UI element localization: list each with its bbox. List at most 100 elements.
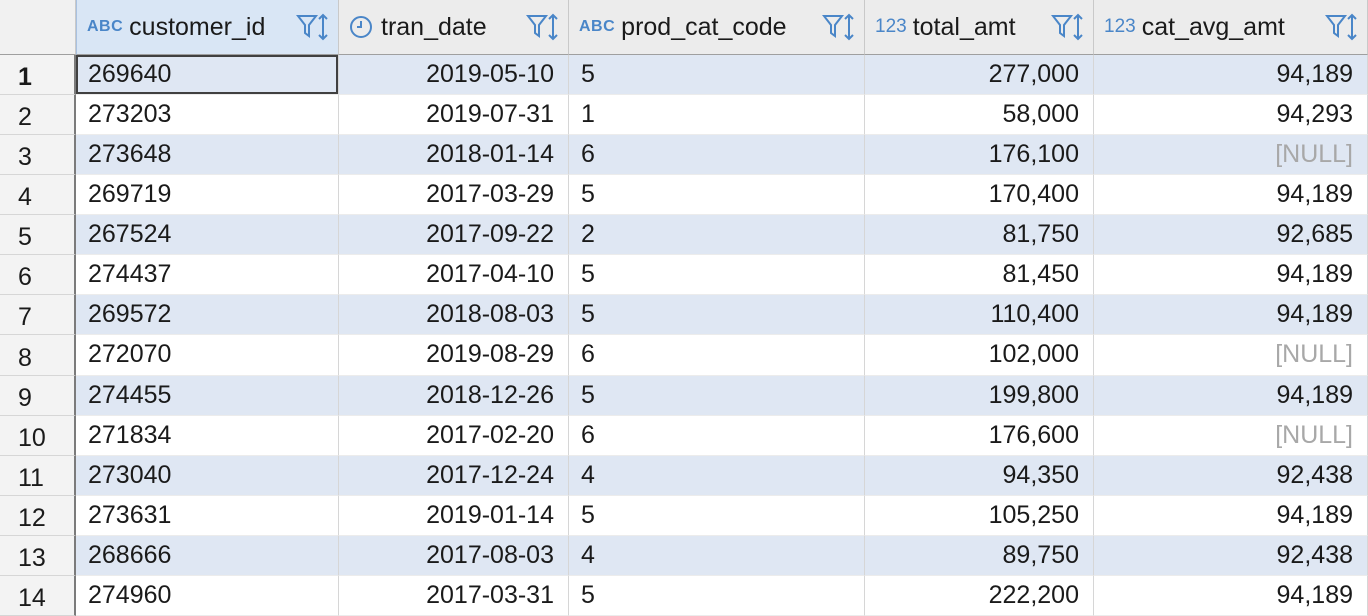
filter-sort-control[interactable] bbox=[1325, 12, 1359, 42]
cell-customer-id[interactable]: 274437 bbox=[76, 255, 339, 296]
table-row[interactable]: 9 274455 2018-12-26 5 199,800 94,189 bbox=[0, 375, 1368, 416]
cell-tran-date[interactable]: 2017-12-24 bbox=[339, 455, 569, 496]
cell-total-amt[interactable]: 58,000 bbox=[865, 95, 1094, 136]
cell-customer-id[interactable]: 269719 bbox=[76, 175, 339, 216]
table-row[interactable]: 12 273631 2019-01-14 5 105,250 94,189 bbox=[0, 495, 1368, 536]
column-header-total-amt[interactable]: 123 total_amt bbox=[865, 0, 1094, 55]
cell-tran-date[interactable]: 2017-08-03 bbox=[339, 535, 569, 576]
row-number[interactable]: 13 bbox=[0, 535, 76, 576]
cell-prod-cat-code[interactable]: 5 bbox=[569, 575, 865, 616]
cell-total-amt[interactable]: 222,200 bbox=[865, 575, 1094, 616]
column-header-cat-avg-amt[interactable]: 123 cat_avg_amt bbox=[1094, 0, 1368, 55]
row-number[interactable]: 2 bbox=[0, 95, 76, 136]
cell-prod-cat-code[interactable]: 6 bbox=[569, 415, 865, 456]
cell-prod-cat-code[interactable]: 6 bbox=[569, 335, 865, 376]
cell-tran-date[interactable]: 2017-03-29 bbox=[339, 175, 569, 216]
cell-total-amt[interactable]: 277,000 bbox=[865, 55, 1094, 96]
table-row[interactable]: 14 274960 2017-03-31 5 222,200 94,189 bbox=[0, 575, 1368, 616]
row-number[interactable]: 8 bbox=[0, 335, 76, 376]
cell-prod-cat-code[interactable]: 5 bbox=[569, 295, 865, 336]
row-number[interactable]: 11 bbox=[0, 455, 76, 496]
cell-prod-cat-code[interactable]: 5 bbox=[569, 255, 865, 296]
cell-cat-avg-amt[interactable]: 94,189 bbox=[1094, 495, 1368, 536]
table-row[interactable]: 3 273648 2018-01-14 6 176,100 [NULL] bbox=[0, 135, 1368, 176]
cell-prod-cat-code[interactable]: 5 bbox=[569, 55, 865, 96]
cell-total-amt[interactable]: 102,000 bbox=[865, 335, 1094, 376]
cell-cat-avg-amt[interactable]: 94,189 bbox=[1094, 575, 1368, 616]
filter-sort-control[interactable] bbox=[822, 12, 856, 42]
cell-cat-avg-amt[interactable]: 94,189 bbox=[1094, 55, 1368, 96]
cell-cat-avg-amt[interactable]: 92,438 bbox=[1094, 455, 1368, 496]
cell-total-amt[interactable]: 199,800 bbox=[865, 375, 1094, 416]
cell-prod-cat-code[interactable]: 5 bbox=[569, 495, 865, 536]
cell-tran-date[interactable]: 2019-05-10 bbox=[339, 55, 569, 96]
cell-customer-id[interactable]: 269640 bbox=[76, 55, 339, 96]
cell-total-amt[interactable]: 81,750 bbox=[865, 215, 1094, 256]
column-header-prod-cat-code[interactable]: ABC prod_cat_code bbox=[569, 0, 865, 55]
cell-tran-date[interactable]: 2017-02-20 bbox=[339, 415, 569, 456]
cell-tran-date[interactable]: 2017-09-22 bbox=[339, 215, 569, 256]
cell-total-amt[interactable]: 170,400 bbox=[865, 175, 1094, 216]
cell-prod-cat-code[interactable]: 5 bbox=[569, 175, 865, 216]
cell-prod-cat-code[interactable]: 1 bbox=[569, 95, 865, 136]
row-number[interactable]: 5 bbox=[0, 215, 76, 256]
filter-sort-control[interactable] bbox=[526, 12, 560, 42]
row-number[interactable]: 14 bbox=[0, 575, 76, 616]
cell-cat-avg-amt[interactable]: [NULL] bbox=[1094, 135, 1368, 176]
cell-tran-date[interactable]: 2018-08-03 bbox=[339, 295, 569, 336]
filter-sort-control[interactable] bbox=[1051, 12, 1085, 42]
cell-total-amt[interactable]: 105,250 bbox=[865, 495, 1094, 536]
cell-tran-date[interactable]: 2019-07-31 bbox=[339, 95, 569, 136]
cell-prod-cat-code[interactable]: 5 bbox=[569, 375, 865, 416]
table-row[interactable]: 4 269719 2017-03-29 5 170,400 94,189 bbox=[0, 175, 1368, 216]
cell-total-amt[interactable]: 176,100 bbox=[865, 135, 1094, 176]
cell-customer-id[interactable]: 273631 bbox=[76, 495, 339, 536]
cell-tran-date[interactable]: 2018-01-14 bbox=[339, 135, 569, 176]
row-number[interactable]: 7 bbox=[0, 295, 76, 336]
table-row[interactable]: 5 267524 2017-09-22 2 81,750 92,685 bbox=[0, 215, 1368, 256]
cell-tran-date[interactable]: 2017-04-10 bbox=[339, 255, 569, 296]
cell-tran-date[interactable]: 2019-01-14 bbox=[339, 495, 569, 536]
cell-tran-date[interactable]: 2018-12-26 bbox=[339, 375, 569, 416]
row-number[interactable]: 12 bbox=[0, 495, 76, 536]
cell-cat-avg-amt[interactable]: 94,189 bbox=[1094, 175, 1368, 216]
cell-customer-id[interactable]: 271834 bbox=[76, 415, 339, 456]
cell-customer-id[interactable]: 272070 bbox=[76, 335, 339, 376]
cell-customer-id[interactable]: 267524 bbox=[76, 215, 339, 256]
table-row[interactable]: 13 268666 2017-08-03 4 89,750 92,438 bbox=[0, 535, 1368, 576]
row-number[interactable]: 10 bbox=[0, 415, 76, 456]
cell-customer-id[interactable]: 274455 bbox=[76, 375, 339, 416]
cell-prod-cat-code[interactable]: 4 bbox=[569, 535, 865, 576]
cell-customer-id[interactable]: 268666 bbox=[76, 535, 339, 576]
cell-cat-avg-amt[interactable]: [NULL] bbox=[1094, 415, 1368, 456]
table-row[interactable]: 7 269572 2018-08-03 5 110,400 94,189 bbox=[0, 295, 1368, 336]
table-row[interactable]: 11 273040 2017-12-24 4 94,350 92,438 bbox=[0, 455, 1368, 496]
cell-total-amt[interactable]: 81,450 bbox=[865, 255, 1094, 296]
cell-total-amt[interactable]: 176,600 bbox=[865, 415, 1094, 456]
row-number[interactable]: 4 bbox=[0, 175, 76, 216]
column-header-customer-id[interactable]: ABC customer_id bbox=[76, 0, 339, 55]
cell-tran-date[interactable]: 2017-03-31 bbox=[339, 575, 569, 616]
row-number[interactable]: 6 bbox=[0, 255, 76, 296]
cell-prod-cat-code[interactable]: 2 bbox=[569, 215, 865, 256]
cell-customer-id[interactable]: 273040 bbox=[76, 455, 339, 496]
table-row[interactable]: 8 272070 2019-08-29 6 102,000 [NULL] bbox=[0, 335, 1368, 376]
cell-cat-avg-amt[interactable]: 94,293 bbox=[1094, 95, 1368, 136]
table-row[interactable]: 2 273203 2019-07-31 1 58,000 94,293 bbox=[0, 95, 1368, 136]
column-header-tran-date[interactable]: tran_date bbox=[339, 0, 569, 55]
cell-customer-id[interactable]: 273648 bbox=[76, 135, 339, 176]
table-row[interactable]: 10 271834 2017-02-20 6 176,600 [NULL] bbox=[0, 415, 1368, 456]
cell-customer-id[interactable]: 273203 bbox=[76, 95, 339, 136]
cell-customer-id[interactable]: 274960 bbox=[76, 575, 339, 616]
cell-tran-date[interactable]: 2019-08-29 bbox=[339, 335, 569, 376]
cell-prod-cat-code[interactable]: 4 bbox=[569, 455, 865, 496]
table-row[interactable]: 6 274437 2017-04-10 5 81,450 94,189 bbox=[0, 255, 1368, 296]
cell-cat-avg-amt[interactable]: 94,189 bbox=[1094, 375, 1368, 416]
cell-customer-id[interactable]: 269572 bbox=[76, 295, 339, 336]
row-number[interactable]: 9 bbox=[0, 375, 76, 416]
cell-cat-avg-amt[interactable]: 92,685 bbox=[1094, 215, 1368, 256]
cell-cat-avg-amt[interactable]: 94,189 bbox=[1094, 255, 1368, 296]
table-row[interactable]: 1 269640 2019-05-10 5 277,000 94,189 bbox=[0, 55, 1368, 96]
cell-cat-avg-amt[interactable]: 94,189 bbox=[1094, 295, 1368, 336]
filter-sort-control[interactable] bbox=[296, 12, 330, 42]
